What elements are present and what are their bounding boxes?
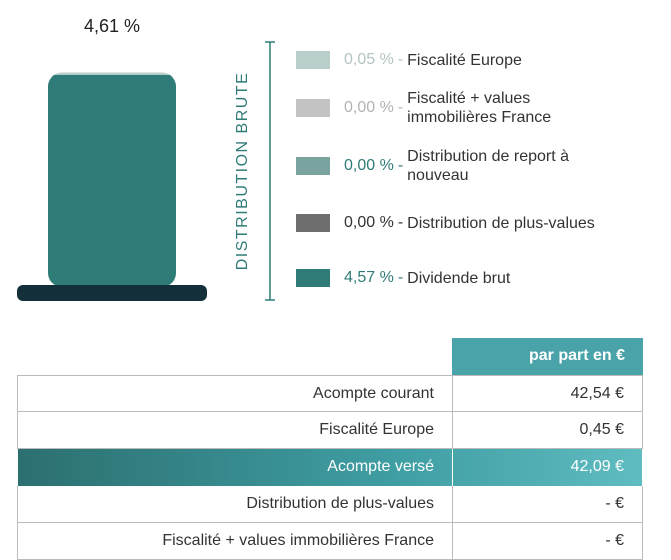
legend-separator: - xyxy=(397,51,404,68)
legend-value: 0,00 % xyxy=(344,99,394,116)
legend-item: 0,00 % - Distribution de plus-values xyxy=(296,203,595,243)
table-header: par part en € xyxy=(17,338,643,375)
legend-swatch xyxy=(296,157,330,175)
bar-stack xyxy=(48,72,176,285)
legend-item: 4,57 % - Dividende brut xyxy=(296,258,510,298)
table: par part en € Acompte courant 42,54 € Fisc… xyxy=(17,338,643,560)
legend-name: Fiscalité + values immobilières France xyxy=(407,90,552,126)
row-label: Distribution de plus-values xyxy=(17,486,452,522)
legend-name: Dividende brut xyxy=(407,269,511,287)
row-label: Fiscalité Europe xyxy=(17,412,452,448)
table-row: Fiscalité + values immobilières France - … xyxy=(17,523,643,560)
legend-separator: - xyxy=(397,157,404,174)
row-value: 42,09 € xyxy=(452,449,643,486)
blank xyxy=(17,338,452,375)
table-row: Acompte versé 42,09 € xyxy=(17,449,643,486)
bar-segment xyxy=(48,74,176,285)
row-label: Acompte versé xyxy=(17,449,452,486)
legend-value: 0,05 % xyxy=(344,51,394,68)
legend-name: Distribution de plus-values xyxy=(407,214,595,232)
legend-swatch xyxy=(296,99,330,117)
row-value: 42,54 € xyxy=(452,376,643,411)
legend-swatch xyxy=(296,51,330,69)
axis-label: DISTRIBUTION BRUTE xyxy=(234,72,251,271)
row-value: - € xyxy=(452,486,643,522)
total-label: 4,61 % xyxy=(84,16,140,36)
legend-item: 0,00 % - Fiscalité + values immobilières F… xyxy=(296,88,607,128)
row-label: Fiscalité + values immobilières France xyxy=(17,523,452,559)
legend-value: 4,57 % xyxy=(344,269,394,286)
legend-value: 0,00 % xyxy=(344,214,394,231)
legend-name: Distribution de report à nouveau xyxy=(407,148,569,184)
legend-swatch xyxy=(296,214,330,232)
legend-item: 0,00 % - Distribution de report à nouveau xyxy=(296,146,617,186)
bar-base xyxy=(17,285,207,301)
table-row: Fiscalité Europe 0,45 € xyxy=(17,412,643,449)
table-row: Distribution de plus-values - € xyxy=(17,486,643,523)
legend-swatch xyxy=(296,269,330,287)
row-value: 0,45 € xyxy=(452,412,643,448)
table-row: Acompte courant 42,54 € xyxy=(17,375,643,412)
legend-value: 0,00 % xyxy=(344,157,394,174)
legend-name: Fiscalité Europe xyxy=(407,51,522,69)
legend-item: 0,05 % - Fiscalité Europe xyxy=(296,40,522,80)
column-header: par part en € xyxy=(452,338,643,375)
legend-separator: - xyxy=(397,99,404,116)
row-value: - € xyxy=(452,523,643,559)
legend-separator: - xyxy=(397,214,404,231)
legend-separator: - xyxy=(397,269,404,286)
chart: 4,61 % DISTRIBUTION BRUTE xyxy=(17,16,275,301)
row-label: Acompte courant xyxy=(17,376,452,411)
bar-segment xyxy=(48,72,176,75)
